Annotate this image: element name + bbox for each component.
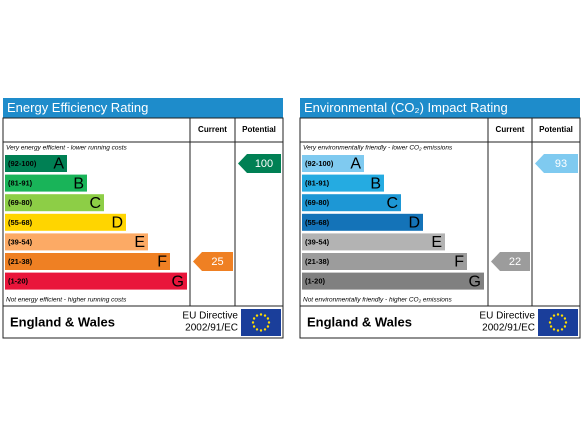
eu-star xyxy=(564,321,568,324)
band-letter: B xyxy=(370,175,381,192)
band-letter: D xyxy=(111,215,123,232)
eu-star xyxy=(266,325,270,328)
top-note: Very energy efficient - lower running co… xyxy=(6,145,128,152)
band-range: (39-54) xyxy=(8,237,33,246)
band-range: (92-100) xyxy=(8,159,37,168)
eu-flag xyxy=(538,309,578,336)
eu-star xyxy=(263,314,267,317)
eu-star xyxy=(552,328,556,331)
band-letter: A xyxy=(53,156,64,173)
band-letter: E xyxy=(134,234,145,251)
eu-star xyxy=(552,314,556,317)
current-arrow xyxy=(193,252,233,271)
eu-star xyxy=(556,313,560,316)
band xyxy=(5,213,126,231)
band-range: (69-80) xyxy=(305,198,330,207)
bottom-note: Not environmentally friendly - higher CO… xyxy=(303,297,453,304)
directive: 2002/91/EC xyxy=(482,323,535,334)
band-range: (81-91) xyxy=(305,179,330,188)
band-range: (1-20) xyxy=(305,277,326,286)
band-range: (55-68) xyxy=(8,218,33,227)
current-header: Current xyxy=(198,125,227,134)
band xyxy=(302,194,401,212)
eu-star xyxy=(255,314,259,317)
eu-star xyxy=(549,325,553,328)
panel-frame xyxy=(2,117,284,339)
eu-star xyxy=(255,328,259,331)
band xyxy=(5,272,187,290)
current-header: Current xyxy=(496,125,525,134)
band-range: (1-20) xyxy=(8,277,29,286)
eu-star xyxy=(560,314,564,317)
band-letter: E xyxy=(431,234,442,251)
potential-header: Potential xyxy=(242,125,276,134)
band-range: (92-100) xyxy=(305,159,334,168)
eu-star xyxy=(563,317,567,320)
band-letter: G xyxy=(172,273,184,290)
band xyxy=(5,233,148,251)
potential-arrow xyxy=(238,154,281,173)
band-range: (39-54) xyxy=(305,237,330,246)
eu-star xyxy=(560,328,564,331)
current-value: 25 xyxy=(211,256,223,268)
band-range: (81-91) xyxy=(8,179,33,188)
potential-value: 100 xyxy=(255,158,273,170)
current-value: 22 xyxy=(509,256,521,268)
band xyxy=(5,174,87,192)
band-letter: F xyxy=(157,254,167,271)
directive: 2002/91/EC xyxy=(185,323,238,334)
band xyxy=(302,155,364,172)
potential-header: Potential xyxy=(539,125,573,134)
directive: EU Directive xyxy=(182,311,238,322)
panel-title: Environmental (CO₂) Impact Rating xyxy=(304,100,508,115)
band xyxy=(302,233,445,251)
band xyxy=(302,272,484,290)
panel-frame xyxy=(299,117,581,339)
band xyxy=(302,253,467,270)
eu-star xyxy=(252,325,256,328)
eu-star xyxy=(563,325,567,328)
eu-star xyxy=(556,329,560,332)
eu-star xyxy=(259,313,263,316)
band-letter: A xyxy=(350,156,361,173)
title-bar xyxy=(300,98,580,118)
band xyxy=(5,253,170,270)
band-letter: C xyxy=(386,195,398,212)
title-bar xyxy=(3,98,283,118)
country: England & Wales xyxy=(10,314,115,329)
band-range: (55-68) xyxy=(305,218,330,227)
eu-star xyxy=(267,321,271,324)
directive: EU Directive xyxy=(479,311,535,322)
band-letter: B xyxy=(73,175,84,192)
band xyxy=(302,213,423,231)
band-letter: C xyxy=(89,195,101,212)
potential-value: 93 xyxy=(555,158,567,170)
eu-star xyxy=(548,321,552,324)
eu-star xyxy=(252,317,256,320)
band-letter: G xyxy=(469,273,481,290)
bottom-note: Not energy efficient - higher running co… xyxy=(6,297,127,304)
band-range: (69-80) xyxy=(8,198,33,207)
eu-flag xyxy=(241,309,281,336)
top-note: Very environmentally friendly - lower CO… xyxy=(303,145,453,152)
current-arrow xyxy=(491,252,530,271)
band-range: (21-38) xyxy=(8,257,33,266)
band xyxy=(5,194,104,212)
eu-star xyxy=(549,317,553,320)
band xyxy=(302,174,384,192)
band xyxy=(5,155,67,172)
panel-title: Energy Efficiency Rating xyxy=(7,100,148,115)
eu-star xyxy=(259,329,263,332)
country: England & Wales xyxy=(307,314,412,329)
eu-star xyxy=(263,328,267,331)
potential-arrow xyxy=(535,154,578,173)
band-letter: D xyxy=(408,215,420,232)
band-range: (21-38) xyxy=(305,257,330,266)
eu-star xyxy=(251,321,255,324)
eu-star xyxy=(266,317,270,320)
band-letter: F xyxy=(454,254,464,271)
